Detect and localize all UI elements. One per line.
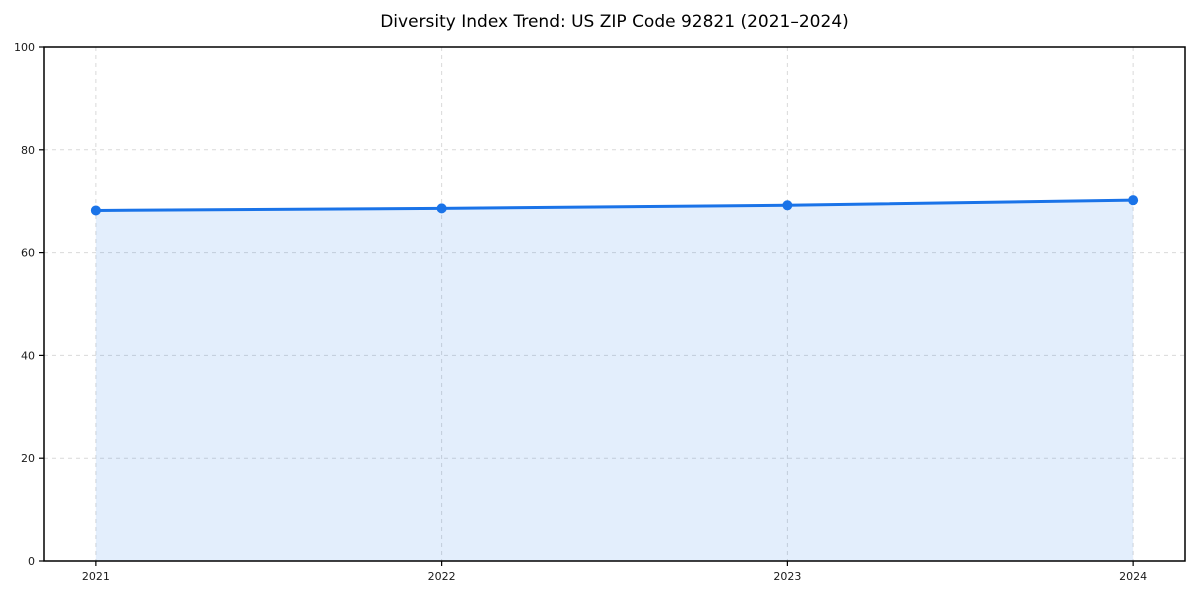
y-tick-label: 20 bbox=[21, 452, 35, 465]
y-tick-label: 40 bbox=[21, 349, 35, 362]
x-tick-label: 2024 bbox=[1119, 570, 1147, 583]
plot-border bbox=[43, 46, 1186, 562]
y-tick-label: 0 bbox=[28, 555, 35, 568]
x-tick-label: 2022 bbox=[428, 570, 456, 583]
data-point-marker bbox=[90, 205, 101, 216]
x-tick-label: 2023 bbox=[773, 570, 801, 583]
y-tick-label: 60 bbox=[21, 247, 35, 260]
x-tick-label: 2021 bbox=[82, 570, 110, 583]
data-point-marker bbox=[782, 200, 793, 211]
trend-line bbox=[94, 198, 1135, 212]
area-fill bbox=[95, 200, 1134, 561]
y-tick-label: 100 bbox=[14, 41, 35, 54]
chart-title: Diversity Index Trend: US ZIP Code 92821… bbox=[380, 12, 849, 32]
data-point-marker bbox=[1128, 195, 1139, 206]
data-point-marker bbox=[436, 203, 447, 214]
y-tick-label: 80 bbox=[21, 144, 35, 157]
